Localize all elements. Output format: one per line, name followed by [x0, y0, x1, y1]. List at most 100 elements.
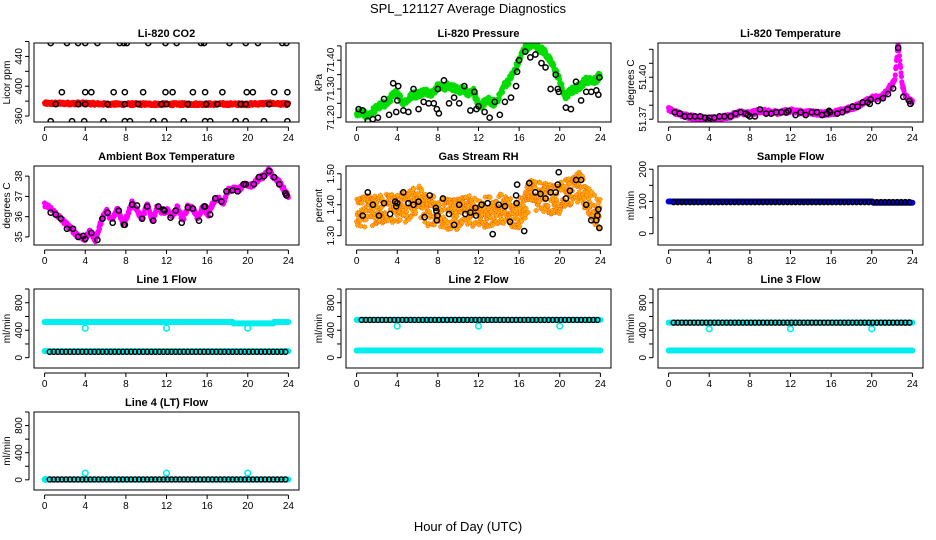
raw-point: [574, 199, 581, 205]
x-tick-label: 12: [473, 256, 485, 267]
average-point: [596, 74, 603, 81]
raw-point: [507, 196, 514, 202]
raw-point: [402, 219, 408, 225]
raw-point: [426, 209, 432, 215]
raw-point: [494, 213, 500, 219]
average-point: [885, 198, 893, 206]
average-point: [898, 319, 905, 326]
average-point: [431, 316, 439, 324]
average-point: [362, 316, 369, 324]
y-axis-label: ml/min: [314, 314, 325, 343]
raw-point: [397, 217, 403, 223]
average-point: [83, 348, 90, 356]
average-point: [139, 348, 147, 356]
average-point: [54, 476, 62, 483]
average-point: [577, 97, 585, 104]
average-point: [439, 316, 447, 324]
plot-area: [354, 43, 604, 122]
average-point: [192, 476, 200, 483]
x-axis: 0 4 8 12 16 20 24: [666, 126, 918, 144]
average-point: [906, 319, 913, 326]
raw-point: [559, 81, 565, 87]
average-point: [161, 117, 168, 122]
average-point: [160, 476, 167, 483]
average-point: [237, 476, 244, 483]
x-tick-label: 8: [747, 133, 753, 144]
average-point: [70, 476, 78, 483]
average-point: [241, 476, 248, 483]
average-point: [217, 476, 224, 483]
average-point: [152, 476, 159, 483]
average-point: [62, 348, 70, 356]
average-point: [715, 198, 722, 206]
average-point: [557, 316, 564, 324]
average-point: [450, 221, 458, 229]
average-point: [172, 476, 179, 483]
x-axis: 0 4 8 12 16 20 24: [666, 249, 919, 267]
raw-point: [533, 207, 539, 214]
average-point: [69, 225, 77, 233]
series-dips: [42, 469, 252, 484]
average-point: [594, 212, 601, 219]
y-tick-label: 100: [638, 193, 649, 210]
average-point: [467, 209, 474, 216]
x-tick-label: 12: [161, 379, 173, 390]
average-point: [196, 476, 204, 483]
x-tick-label: 16: [514, 379, 526, 390]
average-point: [450, 94, 458, 101]
average-point: [382, 316, 390, 324]
average-point: [87, 88, 95, 96]
y-axis: 0 400 800: [14, 411, 30, 483]
average-point: [204, 476, 212, 483]
average-point: [91, 476, 98, 483]
average-point: [445, 210, 453, 218]
y-tick-label: 400: [14, 77, 25, 94]
average-point: [380, 199, 388, 207]
average-point: [899, 93, 907, 101]
average-point: [58, 476, 66, 483]
average-point: [865, 198, 872, 206]
panel-temperature: Li-820 Temperature 0 4 8 12 16 20 24 51.37 51.40d…: [626, 28, 924, 144]
average-point: [537, 190, 544, 198]
average-point: [99, 215, 106, 223]
average-point: [816, 319, 824, 326]
average-point: [68, 117, 76, 122]
raw-point: [141, 211, 148, 217]
average-point: [110, 88, 118, 96]
average-point: [213, 100, 221, 108]
average-point: [249, 348, 257, 356]
y-axis: 0 400 800: [326, 288, 342, 360]
average-point: [249, 88, 257, 96]
average-point: [759, 198, 767, 206]
average-point: [270, 173, 278, 181]
average-point: [393, 199, 401, 207]
x-tick-label: 16: [826, 256, 838, 267]
average-point: [902, 319, 909, 326]
average-point: [270, 88, 278, 96]
average-point: [243, 88, 251, 96]
average-point: [845, 198, 852, 206]
x-tick-label: 12: [785, 133, 797, 144]
plot-frame: [657, 288, 924, 369]
average-point: [468, 316, 475, 324]
y-tick-label: 800: [326, 294, 337, 311]
average-point: [460, 82, 468, 90]
average-point: [800, 198, 807, 206]
y-axis: 0 400 800: [14, 288, 30, 360]
average-point: [857, 198, 864, 206]
average-point: [359, 107, 367, 114]
average-point: [275, 180, 283, 188]
series-raw: [354, 43, 604, 121]
average-point: [812, 319, 820, 326]
average-point: [188, 476, 196, 483]
x-tick-label: 24: [907, 256, 919, 267]
y-axis-label: ml/min: [626, 191, 637, 220]
raw-point: [372, 215, 378, 221]
average-point: [445, 99, 453, 107]
outlier-point: [244, 469, 252, 477]
average-point: [152, 348, 159, 356]
average-point: [751, 113, 759, 120]
average-point: [670, 319, 677, 326]
y-axis-label: Licor ppm: [2, 61, 13, 105]
